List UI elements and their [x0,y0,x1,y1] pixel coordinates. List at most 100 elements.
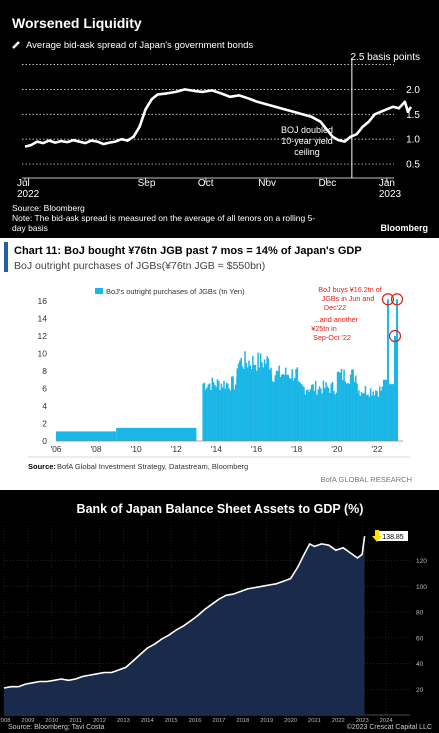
annotation-june-dec-line-3: Dec'22 [324,303,346,312]
purchase-bar [237,363,240,441]
purchase-bar [364,386,367,441]
boj-balance-sheet-panel: Bank of Japan Balance Sheet Assets to GD… [0,490,439,733]
purchase-bar [313,390,316,441]
chart-subtitle: Average bid-ask spread of Japan's govern… [26,40,253,51]
y-tick-label: 0.5 [406,160,420,171]
purchase-bar [320,388,322,441]
purchase-bar [244,351,246,441]
purchase-bar [368,396,371,441]
purchase-bar [221,387,224,441]
chart-subtitle: BoJ outright purchases of JGBs(¥76tn JGB… [14,260,265,272]
purchase-bar [303,386,305,441]
purchase-bar [325,382,327,441]
purchase-bar [277,371,279,441]
purchase-bar [286,374,288,441]
purchase-bar [333,390,335,441]
purchase-bar [270,374,273,441]
purchase-bar [278,365,280,441]
y-tick-label: 8 [42,366,47,376]
purchase-bar [359,396,361,441]
purchase-bar [208,383,211,441]
purchase-bar [239,360,241,441]
purchase-bar [253,364,255,441]
x-tick-label: 2017 [212,718,225,724]
purchase-bar [246,367,249,441]
x-tick-label: 2011 [69,718,81,724]
purchase-bar [116,427,197,441]
purchase-bar [304,394,306,441]
x-tick-label: Sep [138,178,156,189]
x-tick-label: 2012 [93,718,106,724]
purchase-bar [369,388,372,441]
y-tick-label: 120 [416,558,427,565]
purchase-bar [261,362,263,441]
x-tick-label: 2014 [141,718,155,724]
highlight-circle [388,329,402,343]
y-tick-label: 10 [38,349,48,359]
purchase-bar [257,352,259,441]
purchase-bar [381,386,384,441]
y-tick-label: 1.5 [406,110,420,121]
note-line-2: day basis [12,223,48,233]
y-tick-label: 16 [38,296,48,306]
purchase-bar [300,384,303,441]
legend-swatch [95,288,103,294]
purchase-bar [308,391,310,441]
purchase-bar [349,374,352,441]
purchase-bar [345,383,348,441]
purchase-bar [309,389,312,441]
purchase-bar [316,394,318,441]
purchase-bar [343,369,345,441]
purchase-bar [267,358,270,441]
purchase-bar [265,363,267,441]
y-tick-label: 1.0 [406,135,420,146]
purchase-bar [386,299,389,441]
purchase-bar [317,389,319,441]
x-tick-label: 2010 [45,718,58,724]
annotation-sep-oct-line-2: ¥25tn in [311,324,337,333]
liquidity-chart: Worsened Liquidity Average bid-ask sprea… [12,15,428,233]
highlight-circle [390,293,404,306]
purchase-bar [371,395,373,441]
legend-line-icon [12,41,20,49]
purchase-bar [367,394,369,441]
purchase-bar [382,379,387,441]
purchase-bar [290,378,292,441]
purchase-bar [283,374,286,441]
purchase-bar [56,431,117,441]
purchase-bar [342,380,344,441]
chart-title: Worsened Liquidity [12,15,142,31]
source-label: Source: [28,462,56,471]
purchase-bar [327,388,330,441]
purchase-bar [219,390,221,441]
x-tick-label: 2020 [284,718,297,724]
y-tick-label: 60 [416,635,424,642]
x-tick-label: '22 [371,444,382,454]
annotation-june-dec-line-1: BoJ buys ¥16.2tn of [318,285,382,294]
purchase-bar [207,384,210,441]
bid-ask-spread-line [24,88,413,148]
x-tick-label: 2024 [380,718,394,724]
purchase-bar [312,384,314,441]
purchase-bar [326,386,329,441]
x-tick-label: Jul [17,178,30,189]
purchase-bar [378,386,381,441]
purchase-bar [355,375,357,441]
purchase-bar [347,382,349,441]
purchase-bar [373,395,376,441]
purchase-bar [212,382,215,441]
purchase-bar [245,362,248,441]
x-tick-label: '20 [331,444,342,454]
purchase-bar [271,381,274,441]
x-tick-label: 2009 [21,718,34,724]
chart-title: Bank of Japan Balance Sheet Assets to GD… [77,502,364,516]
title-accent-bar [4,242,8,272]
purchase-bar [331,381,334,441]
purchase-bar [258,367,261,441]
purchase-bar [318,386,321,441]
annotation-june-dec-line-2: JGBs in Jun and [322,294,375,303]
x-tick-label: Nov [258,178,276,189]
purchase-bar [353,381,356,441]
purchase-bar [348,383,351,441]
purchase-bar [203,382,206,441]
